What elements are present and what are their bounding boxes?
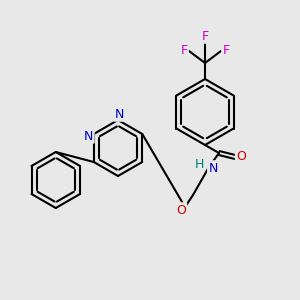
Text: F: F: [180, 44, 188, 58]
Text: N: N: [84, 130, 93, 142]
Text: F: F: [222, 44, 230, 58]
Text: F: F: [201, 29, 208, 43]
Text: H: H: [194, 158, 204, 170]
Text: N: N: [208, 161, 218, 175]
Text: O: O: [176, 203, 186, 217]
Text: N: N: [114, 107, 124, 121]
Text: O: O: [236, 151, 246, 164]
